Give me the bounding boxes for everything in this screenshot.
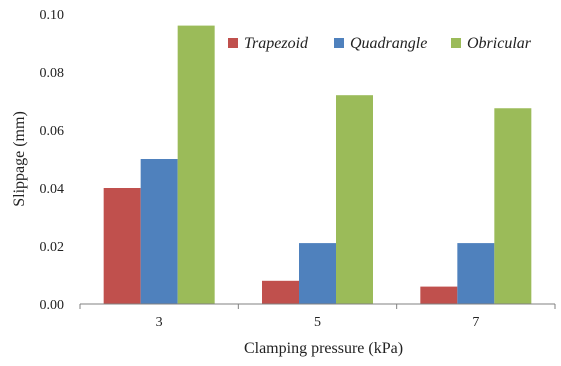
y-axis-ticks: 0.00 0.02 0.04 0.06 0.08 0.10 [40,8,65,313]
x-tick-label: 3 [156,315,163,330]
bar-quadrangle-5 [299,243,336,304]
bar-quadrangle-3 [140,159,178,304]
legend-label-trapezoid: Trapezoid [244,35,309,52]
legend: Trapezoid Quadrangle Obricular [228,35,532,52]
legend-label-obricular: Obricular [467,35,532,52]
legend-swatch-trapezoid [228,38,238,48]
bar-trapezoid-7 [420,286,458,304]
x-tick-label: 7 [472,315,479,330]
y-tick-label: 0.04 [40,182,65,197]
legend-swatch-obricular [451,38,461,48]
y-tick-label: 0.08 [40,66,65,81]
y-tick-label: 0.10 [40,8,65,23]
y-tick-label: 0.00 [40,298,65,313]
y-tick-label: 0.02 [40,240,65,255]
y-axis-title: Slippage (mm) [11,111,28,207]
bar-quadrangle-7 [457,243,495,304]
legend-label-quadrangle: Quadrangle [350,35,427,52]
bar-trapezoid-5 [262,280,299,304]
legend-swatch-quadrangle [334,38,344,48]
x-axis-ticks: 3 5 7 [79,304,556,330]
bar-obricular-3 [177,25,215,304]
bar-trapezoid-3 [103,188,141,304]
bars [103,25,532,304]
y-tick-label: 0.06 [40,124,65,139]
bar-obricular-7 [494,108,532,304]
bar-obricular-5 [336,95,373,304]
x-axis-title: Clamping pressure (kPa) [244,340,403,357]
x-tick-label: 5 [314,315,321,330]
